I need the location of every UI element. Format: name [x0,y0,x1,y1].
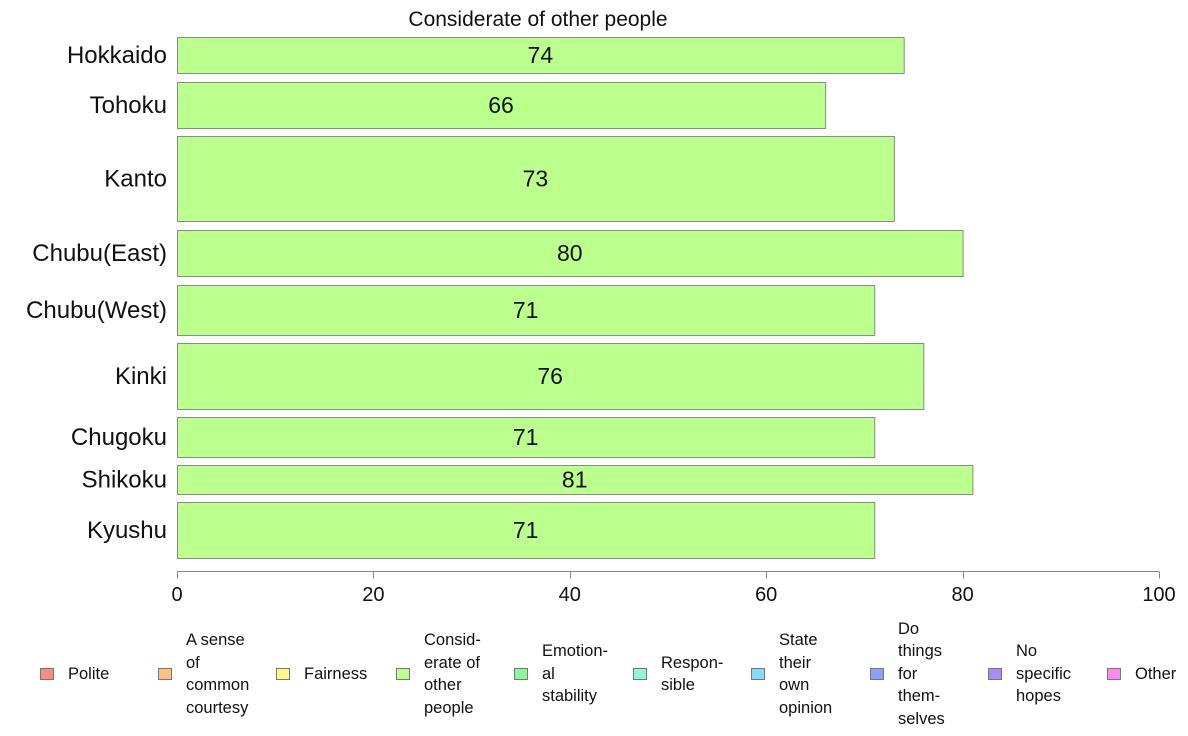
legend-item: Respon- sible [633,618,723,730]
legend-swatch [988,668,1002,680]
legend-swatch [276,668,290,680]
legend-swatch [158,668,172,680]
legend-item: Other [1107,618,1176,730]
chart-title: Considerate of other people [408,8,667,31]
bar-value-label: 71 [513,297,539,323]
bar-value-label: 71 [513,517,539,543]
legend-label: State their own opinion [779,631,833,717]
legend-label: A sense of common courtesy [186,631,250,717]
bar-kyushu [177,502,876,559]
category-labels: Hokkaido Tohoku Kanto Chubu(East) Chubu(West… [26,42,167,544]
bar-chubu-west- [177,285,876,336]
legend-label: Polite [68,664,110,683]
bar-chubu-east- [177,230,964,277]
legend-swatch [396,668,410,680]
legend: Polite A sense of common courtesy Fairness… [0,618,1188,736]
legend-label: No specific hopes [1016,642,1072,706]
legend-swatch [40,668,54,680]
bar-value-label: 76 [537,363,563,389]
legend-item: Consid- erate of other people [396,618,481,730]
legend-label: Respon- sible [661,653,724,695]
category-label: Chubu(East) [32,240,167,267]
legend-item: State their own opinion [751,618,832,730]
legend-item: Emotion- al stability [514,618,608,730]
category-label: Tohoku [90,92,167,119]
legend-label: Emotion- al stability [542,642,609,706]
x-tick-label: 60 [755,584,777,606]
x-axis: 0 20 40 60 80 100 [171,571,1176,606]
x-tick-label: 80 [951,584,973,606]
bar-kinki [177,343,925,410]
bar-hokkaido [177,37,905,74]
bar-chugoku [177,417,876,458]
x-tick-label: 40 [559,584,581,606]
legend-label: Other [1135,664,1177,683]
legend-item: No specific hopes [988,618,1071,730]
bar-chart: Considerate of other people 74 66 73 80 71 76… [26,8,1176,606]
legend-swatch [514,668,528,680]
bar-value-label: 73 [523,166,549,192]
x-tick-label: 100 [1142,584,1175,606]
legend-swatch [870,668,884,680]
category-label: Chugoku [71,424,167,451]
bar-kanto [177,136,895,222]
category-label: Kinki [115,363,167,390]
category-label: Chubu(West) [26,297,167,324]
category-label: Shikoku [82,467,167,494]
category-label: Kanto [104,166,167,193]
bar-tohoku [177,82,827,129]
legend-swatch [633,668,647,680]
bar-value-label: 81 [562,467,588,493]
legend-label: Do things for them- selves [898,619,945,728]
legend-item: A sense of common courtesy [158,618,249,730]
bar-value-label: 80 [557,240,583,266]
legend-label: Fairness [304,664,368,683]
x-tick-label: 0 [171,584,182,606]
legend-swatch [1107,668,1121,680]
category-label: Hokkaido [67,42,167,69]
bar-value-label: 74 [528,42,554,68]
bar-shikoku [177,465,974,495]
legend-item: Polite [40,618,109,730]
bar-value-label: 71 [513,424,539,450]
legend-label: Consid- erate of other people [424,631,481,717]
x-tick-label: 20 [362,584,384,606]
legend-item: Fairness [276,618,367,730]
category-label: Kyushu [87,517,167,544]
legend-swatch [751,668,765,680]
bars-group: 74 66 73 80 71 76 71 81 71 [177,37,974,559]
bar-value-label: 66 [488,92,514,118]
legend-item: Do things for them- selves [870,618,945,730]
